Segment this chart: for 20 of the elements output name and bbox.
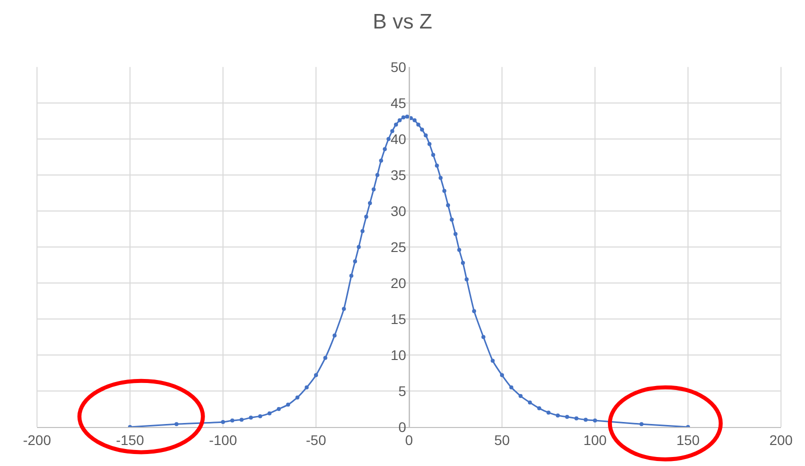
x-tick-label: -100 — [208, 432, 238, 448]
y-tick-label: 30 — [390, 202, 406, 219]
y-tick-label: 35 — [390, 166, 406, 183]
y-tick-label: 50 — [390, 58, 406, 75]
chart-title: B vs Z — [372, 10, 432, 34]
x-tick-label: 50 — [494, 432, 510, 448]
x-tick-label: -150 — [116, 432, 144, 448]
x-tick-label: 100 — [583, 432, 607, 448]
y-tick-label: 15 — [390, 310, 406, 327]
y-tick-label: 25 — [390, 238, 406, 255]
x-tick-label: 150 — [676, 432, 700, 448]
y-tick-label: 45 — [390, 94, 406, 111]
y-tick-label: 10 — [390, 346, 406, 363]
x-tick-label: -200 — [22, 432, 52, 448]
x-tick-label: -50 — [306, 432, 326, 448]
y-tick-label: 20 — [390, 274, 406, 291]
y-tick-label: 40 — [390, 130, 406, 147]
y-tick-label: 0 — [398, 418, 406, 435]
y-tick-label: 5 — [398, 382, 406, 399]
x-tick-label: 200 — [769, 432, 793, 448]
